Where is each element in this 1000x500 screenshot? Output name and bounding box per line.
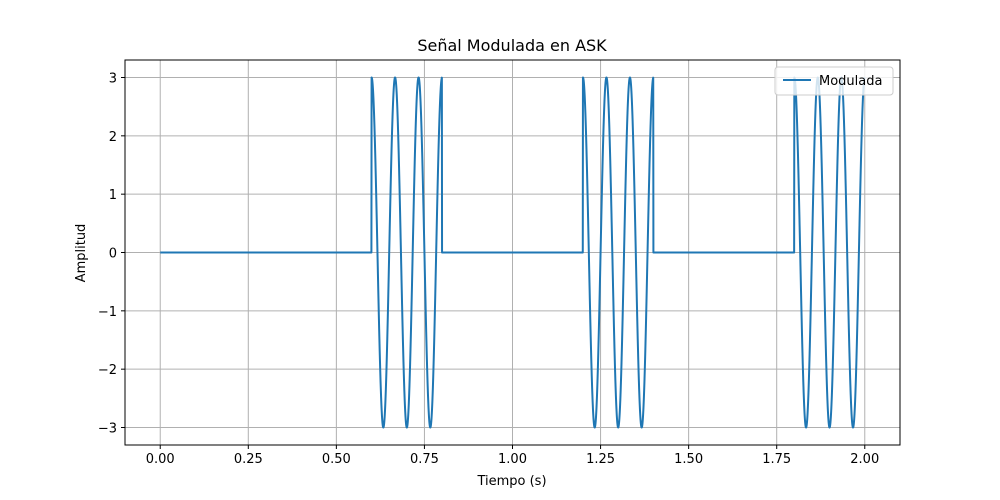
legend-label: Modulada (819, 74, 882, 89)
x-tick-label: 1.75 (762, 452, 791, 467)
axis-ticks: 0.00 0.25 0.50 0.75 1.00 1.25 1.50 1.75 2.00 −3 −2… (98, 72, 879, 468)
legend: Modulada (774, 66, 894, 96)
x-tick-label: 2.00 (850, 452, 879, 467)
x-tick-label: 1.50 (674, 452, 703, 467)
y-tick-label: 1 (109, 188, 117, 203)
x-tick-label: 0.50 (322, 452, 351, 467)
y-tick-label: 0 (109, 247, 117, 262)
y-axis-title: Amplitud (74, 224, 89, 283)
y-tick-label: −1 (98, 305, 117, 320)
y-tick-label: 2 (109, 130, 117, 145)
x-tick-label: 1.25 (586, 452, 615, 467)
x-tick-label: 0.75 (410, 452, 439, 467)
x-tick-label: 0.00 (146, 452, 175, 467)
grid (125, 60, 900, 445)
legend-box (774, 66, 894, 96)
series-layer (159, 76, 866, 429)
y-tick-label: 3 (109, 72, 117, 87)
chart-title: Señal Modulada en ASK (417, 36, 607, 55)
y-tick-label: −3 (98, 422, 117, 437)
y-tick-label: −2 (98, 363, 117, 378)
series-line-modulada (159, 76, 866, 429)
x-tick-label: 0.25 (234, 452, 263, 467)
x-axis-title: Tiempo (s) (476, 474, 546, 489)
x-tick-label: 1.00 (498, 452, 527, 467)
